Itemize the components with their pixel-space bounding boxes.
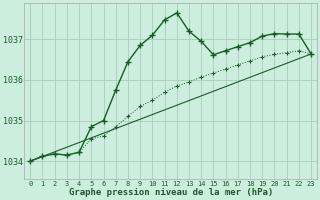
X-axis label: Graphe pression niveau de la mer (hPa): Graphe pression niveau de la mer (hPa) — [68, 188, 273, 197]
